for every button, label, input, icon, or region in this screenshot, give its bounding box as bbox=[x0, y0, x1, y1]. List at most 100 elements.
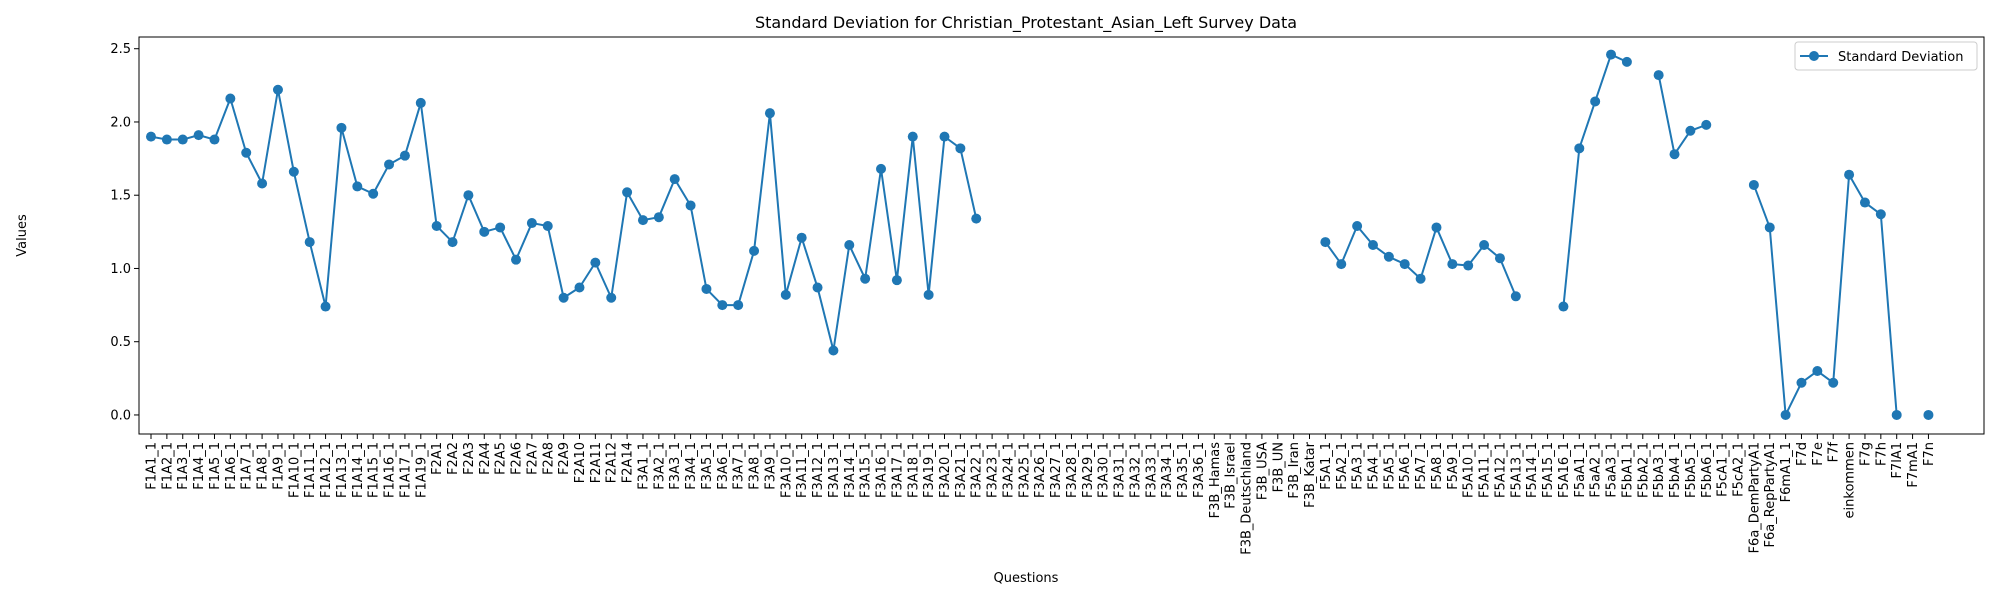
x-tick-label: F3B_Iran bbox=[1287, 442, 1302, 499]
x-tick-label: F3A34_1 bbox=[1160, 442, 1175, 498]
chart-title: Standard Deviation for Christian_Protest… bbox=[755, 13, 1297, 33]
x-tick-label: F7n bbox=[1922, 442, 1937, 466]
x-tick-label: F1A13_1 bbox=[335, 442, 350, 498]
x-tick-label: F3A2_1 bbox=[652, 442, 667, 490]
x-tick-label: F1A2_1 bbox=[160, 442, 175, 490]
x-tick-label: F3B_Katar bbox=[1303, 441, 1318, 507]
legend-box bbox=[1794, 41, 1978, 71]
data-point bbox=[352, 181, 363, 192]
data-point bbox=[526, 218, 537, 229]
x-tick-label: F2A12 bbox=[605, 442, 620, 483]
data-point bbox=[701, 283, 712, 294]
x-tick-label: F3B_Israel bbox=[1224, 442, 1239, 509]
data-point bbox=[749, 245, 760, 256]
y-axis: 0.0 0.5 1.0 1.5 2.0 2.5 bbox=[110, 42, 139, 423]
x-tick-label: F3A17_1 bbox=[890, 442, 905, 498]
x-tick-label: F3A28_1 bbox=[1065, 442, 1080, 498]
x-tick-label: F3B_Hamas bbox=[1208, 442, 1223, 519]
data-point bbox=[1812, 366, 1823, 377]
data-point bbox=[1621, 56, 1632, 67]
x-tick-label: F3A6_1 bbox=[716, 442, 731, 490]
x-tick-label: F3A15_1 bbox=[859, 442, 874, 498]
x-tick-label: F5A15_1 bbox=[1541, 442, 1556, 498]
data-point bbox=[955, 143, 966, 154]
x-tick-label: F1A11_1 bbox=[303, 442, 318, 498]
x-tick-label: F3A1_1 bbox=[636, 442, 651, 490]
x-tick-label: F2A7 bbox=[525, 442, 540, 475]
x-tick-label: F7e bbox=[1811, 442, 1826, 466]
data-point bbox=[1606, 49, 1617, 60]
series-line-segment bbox=[1562, 53, 1628, 307]
data-point bbox=[1701, 119, 1712, 130]
x-tick-label: F1A5_1 bbox=[208, 442, 223, 490]
data-point bbox=[606, 292, 617, 303]
data-point bbox=[1494, 253, 1505, 264]
x-tick-label: F2A5 bbox=[494, 442, 509, 475]
data-point bbox=[1367, 240, 1378, 251]
x-axis-label: Questions bbox=[994, 571, 1059, 586]
x-tick-label: F3A25_1 bbox=[1017, 442, 1032, 498]
data-point bbox=[558, 292, 569, 303]
data-point bbox=[1479, 240, 1490, 251]
x-tick-label: F5A6_1 bbox=[1398, 442, 1413, 490]
x-tick-label: F5A16_1 bbox=[1557, 442, 1572, 498]
x-tick-label: F3A23_1 bbox=[986, 442, 1001, 498]
x-tick-label: F7d bbox=[1795, 442, 1810, 466]
x-tick-label: F1A17_1 bbox=[398, 442, 413, 498]
x-tick-label: F3A8_1 bbox=[748, 442, 763, 490]
x-tick-label: F5aA2_1 bbox=[1589, 442, 1604, 498]
data-point bbox=[225, 93, 236, 104]
series-line-segment bbox=[150, 88, 978, 352]
legend-label: Standard Deviation bbox=[1838, 50, 1963, 65]
data-point bbox=[1875, 209, 1886, 220]
x-tick-label: F2A11 bbox=[589, 442, 604, 483]
x-tick-label: F5bA3_1 bbox=[1652, 442, 1667, 498]
x-tick-label: F5bA4_1 bbox=[1668, 442, 1683, 498]
x-tick-label: F1A16_1 bbox=[383, 442, 398, 498]
x-tick-label: F2A14 bbox=[621, 442, 636, 483]
data-point bbox=[1859, 197, 1870, 208]
data-point bbox=[590, 257, 601, 268]
data-point bbox=[876, 163, 887, 174]
data-point bbox=[161, 134, 172, 145]
data-point bbox=[1447, 259, 1458, 270]
x-tick-label: F5A11_1 bbox=[1478, 442, 1493, 498]
data-point bbox=[511, 254, 522, 265]
x-tick-label: F3A3_1 bbox=[668, 442, 683, 490]
x-tick-label: F3A18_1 bbox=[906, 442, 921, 498]
x-tick-label: F3A13_1 bbox=[827, 442, 842, 498]
x-tick-label: F7lA1 bbox=[1890, 442, 1905, 479]
x-tick-label: F3A26_1 bbox=[1033, 442, 1048, 498]
x-tick-label: F3A27_1 bbox=[1049, 442, 1064, 498]
data-point bbox=[447, 237, 458, 248]
data-point bbox=[288, 166, 299, 177]
x-tick-label: F3B_USA bbox=[1255, 442, 1270, 500]
x-tick-label: F2A3 bbox=[462, 442, 477, 475]
data-point bbox=[1463, 260, 1474, 271]
x-tick-label: F5bA2_1 bbox=[1636, 442, 1651, 498]
data-point bbox=[320, 301, 331, 312]
data-point bbox=[399, 150, 410, 161]
x-tick-label: F5A12_1 bbox=[1493, 442, 1508, 498]
x-tick-label: F2A10 bbox=[573, 442, 588, 483]
data-point bbox=[574, 282, 585, 293]
data-point bbox=[1431, 222, 1442, 233]
x-tick-label: F5bA6_1 bbox=[1700, 442, 1715, 498]
x-tick-label: F1A10_1 bbox=[287, 442, 302, 498]
data-point bbox=[1780, 409, 1791, 420]
x-tick-label: F3A12_1 bbox=[811, 442, 826, 498]
x-tick-label: F3A4_1 bbox=[684, 442, 699, 490]
x-tick-label: F3A21_1 bbox=[954, 442, 969, 498]
x-tick-label: F7g bbox=[1858, 442, 1873, 466]
x-tick-label: F5bA1_1 bbox=[1620, 442, 1635, 498]
x-tick-label: F5A1_1 bbox=[1319, 442, 1334, 490]
data-point bbox=[796, 232, 807, 243]
data-point bbox=[812, 282, 823, 293]
data-point bbox=[1510, 291, 1521, 302]
data-point bbox=[860, 273, 871, 284]
x-tick-label: F5A3_1 bbox=[1351, 442, 1366, 490]
data-point bbox=[780, 289, 791, 300]
data-point bbox=[495, 222, 506, 233]
data-point bbox=[463, 190, 474, 201]
